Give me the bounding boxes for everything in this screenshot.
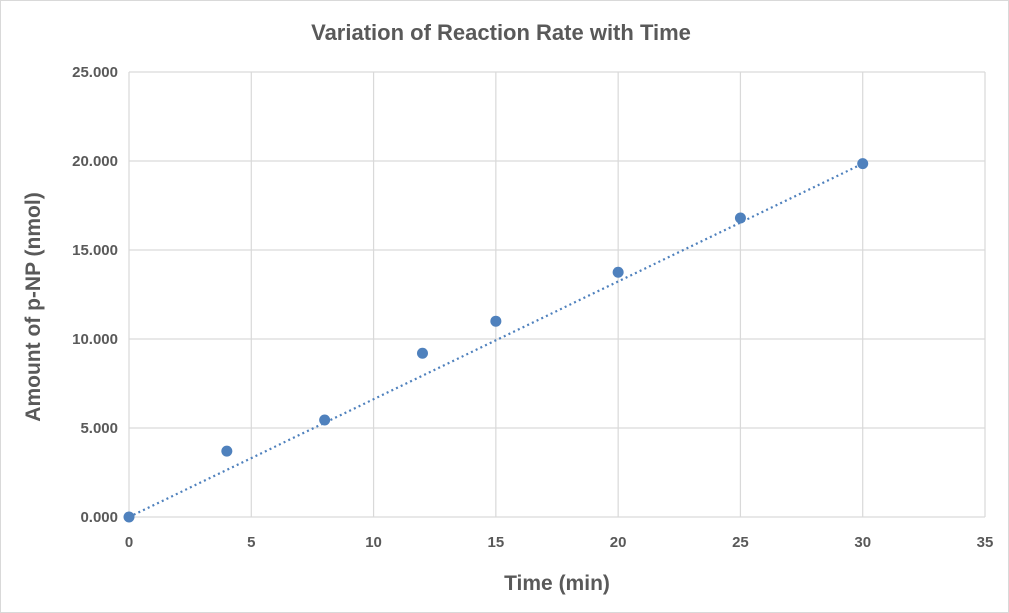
data-point	[612, 266, 624, 278]
data-point	[490, 315, 502, 327]
y-tick-label: 0.000	[80, 509, 118, 526]
x-tick-label: 10	[365, 534, 382, 551]
x-tick-label: 15	[488, 534, 505, 551]
data-points	[123, 158, 869, 523]
data-point	[123, 511, 135, 523]
chart-title: Variation of Reaction Rate with Time	[311, 20, 691, 45]
y-tick-label: 5.000	[80, 420, 118, 437]
x-gridlines	[128, 72, 986, 517]
data-point	[221, 445, 233, 457]
trendline-layer	[128, 162, 864, 518]
x-tick-label: 35	[977, 534, 994, 551]
x-axis-title: Time (min)	[504, 572, 610, 595]
x-tick-label: 5	[247, 534, 255, 551]
y-tick-labels: 0.000 5.000 10.000 15.000 20.000 25.000	[72, 64, 118, 526]
y-tick-label: 20.000	[72, 153, 118, 170]
data-point	[857, 158, 869, 170]
x-tick-label: 0	[125, 534, 133, 551]
linear-trendline	[128, 162, 864, 518]
data-point	[319, 414, 331, 426]
y-gridlines	[129, 71, 985, 518]
x-tick-label: 20	[610, 534, 627, 551]
x-tick-label: 25	[732, 534, 749, 551]
y-axis-title: Amount of p-NP (nmol)	[22, 192, 45, 421]
y-tick-label: 15.000	[72, 242, 118, 259]
data-point	[416, 347, 428, 359]
x-tick-label: 30	[854, 534, 871, 551]
y-tick-label: 25.000	[72, 64, 118, 81]
data-point	[734, 212, 746, 224]
y-tick-label: 10.000	[72, 331, 118, 348]
x-tick-labels: 0 5 10 15 20 25 30 35	[125, 534, 994, 551]
